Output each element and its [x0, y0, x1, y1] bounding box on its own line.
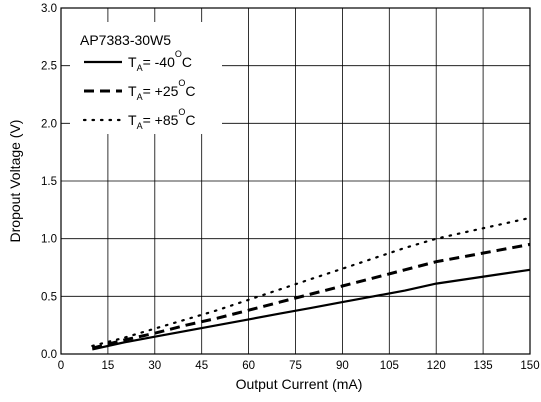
x-tick-label: 105 — [380, 360, 399, 372]
legend-label-part: = +25 — [143, 83, 179, 99]
x-tick-label: 135 — [474, 360, 493, 372]
legend-label-part: = -40 — [143, 54, 176, 70]
legend-label: TA= +85OC — [128, 107, 196, 131]
x-tick-label: 75 — [289, 360, 302, 372]
legend-label-part: C — [185, 83, 195, 99]
x-axis-label: Output Current (mA) — [236, 376, 363, 392]
x-tick-label: 120 — [427, 360, 446, 372]
legend-title: AP7383-30W5 — [80, 32, 171, 48]
x-tick-label: 30 — [148, 360, 161, 372]
legend-label-part: T — [128, 83, 137, 99]
y-tick-label: 1.5 — [41, 176, 57, 188]
y-tick-label: 1.0 — [41, 234, 57, 246]
plot-frame — [60, 7, 531, 355]
legend-label-part: A — [137, 92, 143, 102]
y-tick-label: 3.0 — [41, 3, 57, 15]
series-line-solid — [92, 268, 531, 351]
legend-label-part: A — [137, 121, 143, 131]
legend-label-part: O — [178, 107, 185, 117]
legend-label-part: O — [178, 78, 185, 88]
x-tick-label: 15 — [102, 360, 115, 372]
x-tick-label: 0 — [58, 360, 64, 372]
y-tick-label: 0.5 — [41, 291, 57, 303]
series-line-dotted — [91, 216, 532, 347]
x-tick-labels: 0 15 30 45 60 75 90 105 120 135 150 — [58, 360, 540, 372]
legend-label-part: O — [175, 49, 182, 59]
y-tick-label: 2.5 — [41, 61, 57, 73]
legend-label-part: T — [128, 112, 137, 128]
legend-label: TA= +25OC — [128, 78, 196, 102]
y-tick-labels: 0.0 0.5 1.0 1.5 2.0 2.5 3.0 — [41, 3, 57, 361]
legend-label-part: C — [185, 112, 195, 128]
x-tick-label: 90 — [336, 360, 349, 372]
y-tick-label: 0.0 — [41, 349, 57, 361]
legend-label-part: T — [128, 54, 137, 70]
y-axis-label: Dropout Voltage (V) — [7, 120, 23, 243]
legend-label-part: = +85 — [143, 112, 179, 128]
series-line-dashed — [91, 242, 531, 350]
y-tick-label: 2.0 — [41, 118, 57, 130]
legend-label: TA= -40OC — [128, 49, 192, 73]
x-tick-label: 60 — [242, 360, 255, 372]
x-tick-label: 45 — [195, 360, 208, 372]
x-tick-label: 150 — [520, 360, 539, 372]
legend-label-part: A — [137, 63, 143, 73]
legend-background — [70, 22, 222, 134]
data-series — [91, 216, 532, 351]
legend-label-part: C — [182, 54, 192, 70]
